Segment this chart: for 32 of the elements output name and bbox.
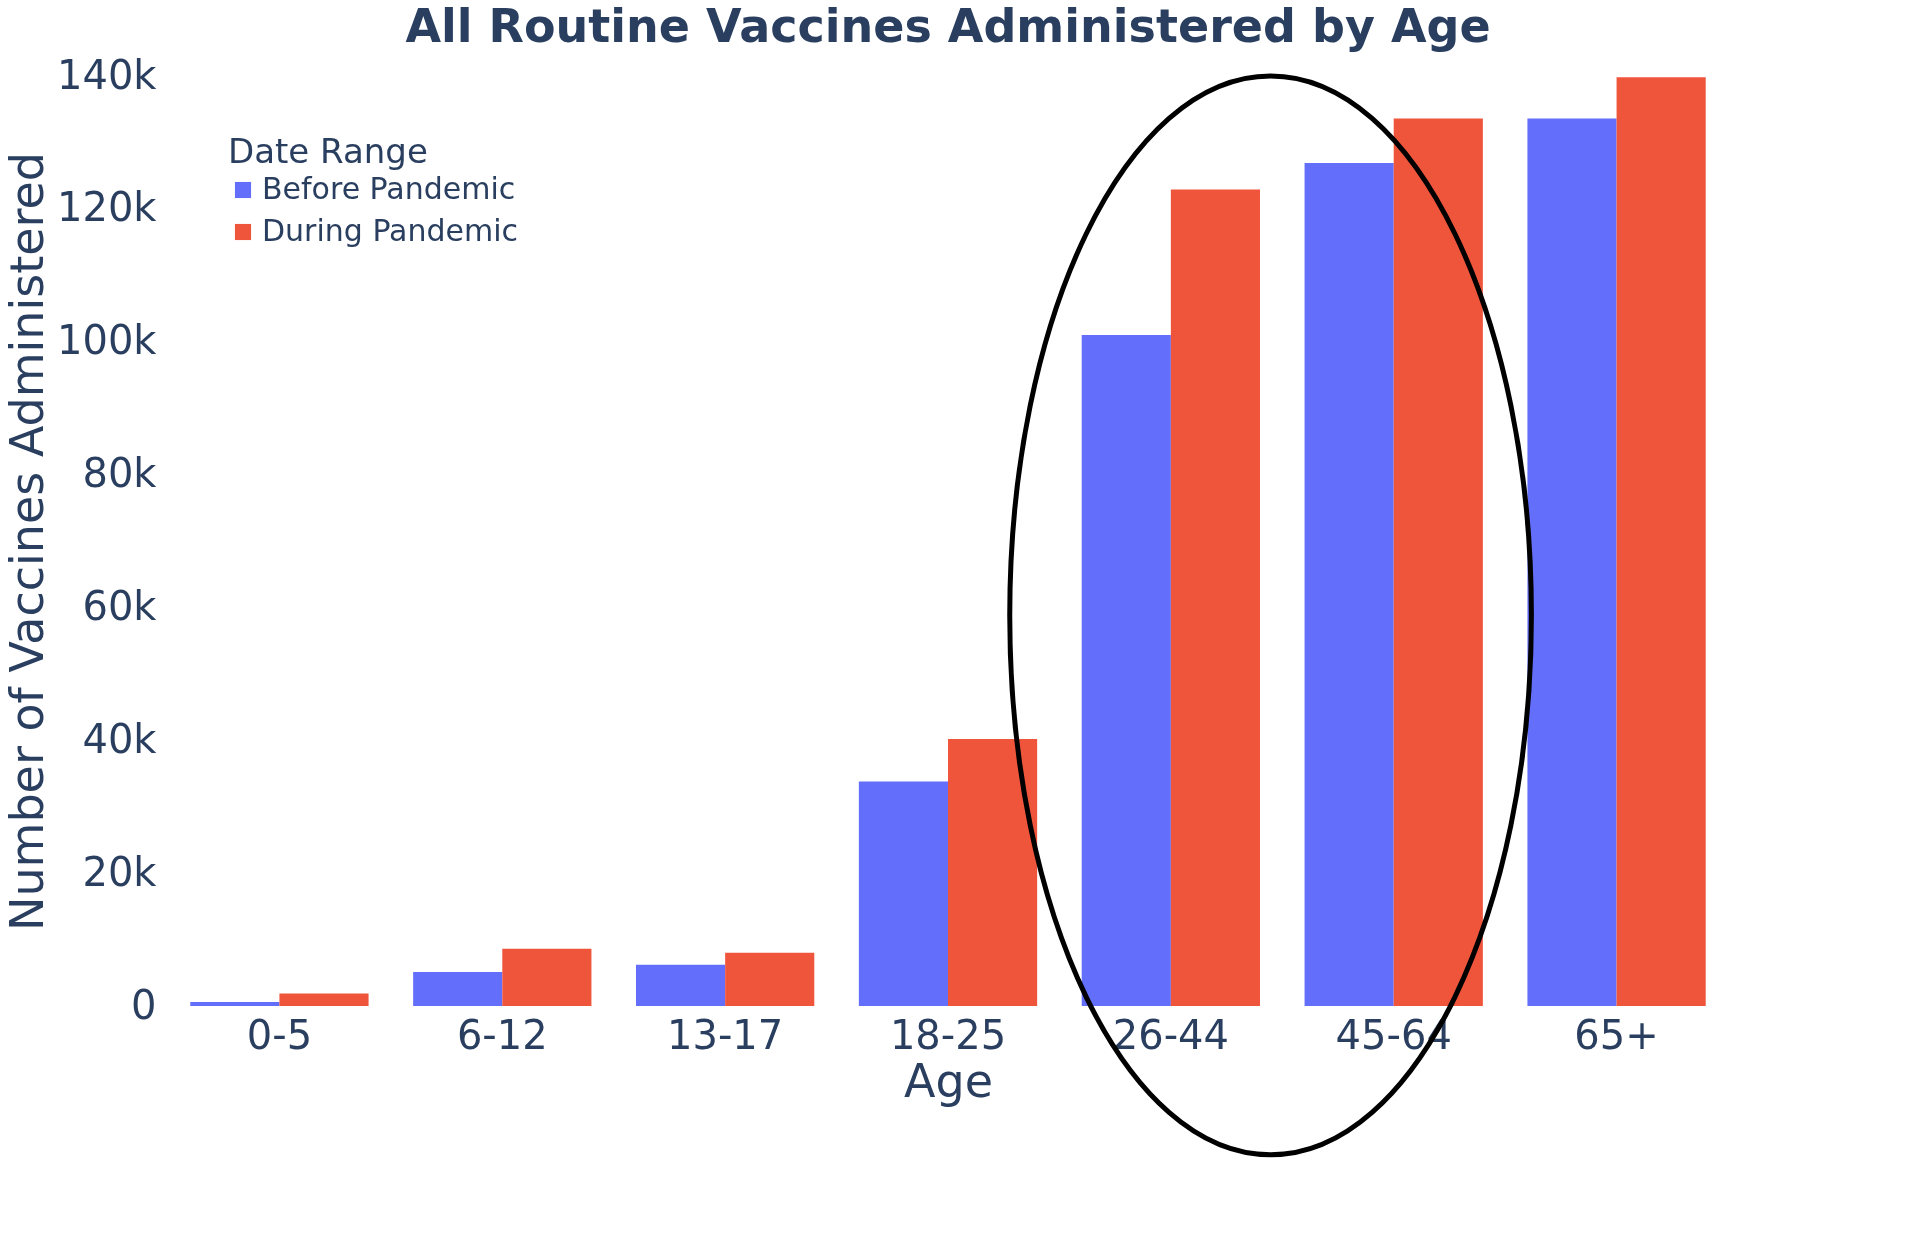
- bar: [190, 1002, 280, 1006]
- bar: [636, 964, 726, 1006]
- bar: [413, 972, 503, 1006]
- x-tick-label: 13-17: [667, 1011, 784, 1058]
- bar: [1527, 118, 1617, 1006]
- y-tick-label: 120k: [56, 184, 158, 231]
- bar: [1170, 189, 1260, 1006]
- x-tick-label: 0-5: [246, 1011, 313, 1058]
- legend-label: During Pandemic: [262, 213, 519, 248]
- bar: [948, 738, 1038, 1006]
- bar: [502, 948, 592, 1006]
- y-tick-label: 80k: [82, 450, 158, 497]
- y-tick-label: 100k: [56, 317, 158, 364]
- legend-title: Date Range: [228, 131, 428, 171]
- bar: [279, 993, 369, 1006]
- bar: [725, 952, 815, 1006]
- x-tick-label: 65+: [1574, 1011, 1659, 1058]
- chart-title: All Routine Vaccines Administered by Age: [405, 0, 1491, 53]
- y-tick-label: 0: [131, 981, 157, 1028]
- y-tick-label: 40k: [82, 715, 158, 762]
- y-axis-title: Number of Vaccines Administered: [0, 152, 54, 931]
- y-tick-label: 140k: [56, 51, 158, 98]
- bar: [1393, 118, 1483, 1006]
- y-tick-label: 20k: [82, 848, 158, 895]
- bar: [858, 781, 948, 1006]
- bar: [1304, 163, 1394, 1006]
- legend-label: Before Pandemic: [262, 171, 516, 206]
- y-tick-label: 60k: [82, 582, 158, 629]
- bar: [1616, 77, 1706, 1006]
- bar: [1081, 335, 1171, 1006]
- x-tick-label: 6-12: [456, 1011, 548, 1058]
- x-tick-label: 26-44: [1112, 1011, 1229, 1058]
